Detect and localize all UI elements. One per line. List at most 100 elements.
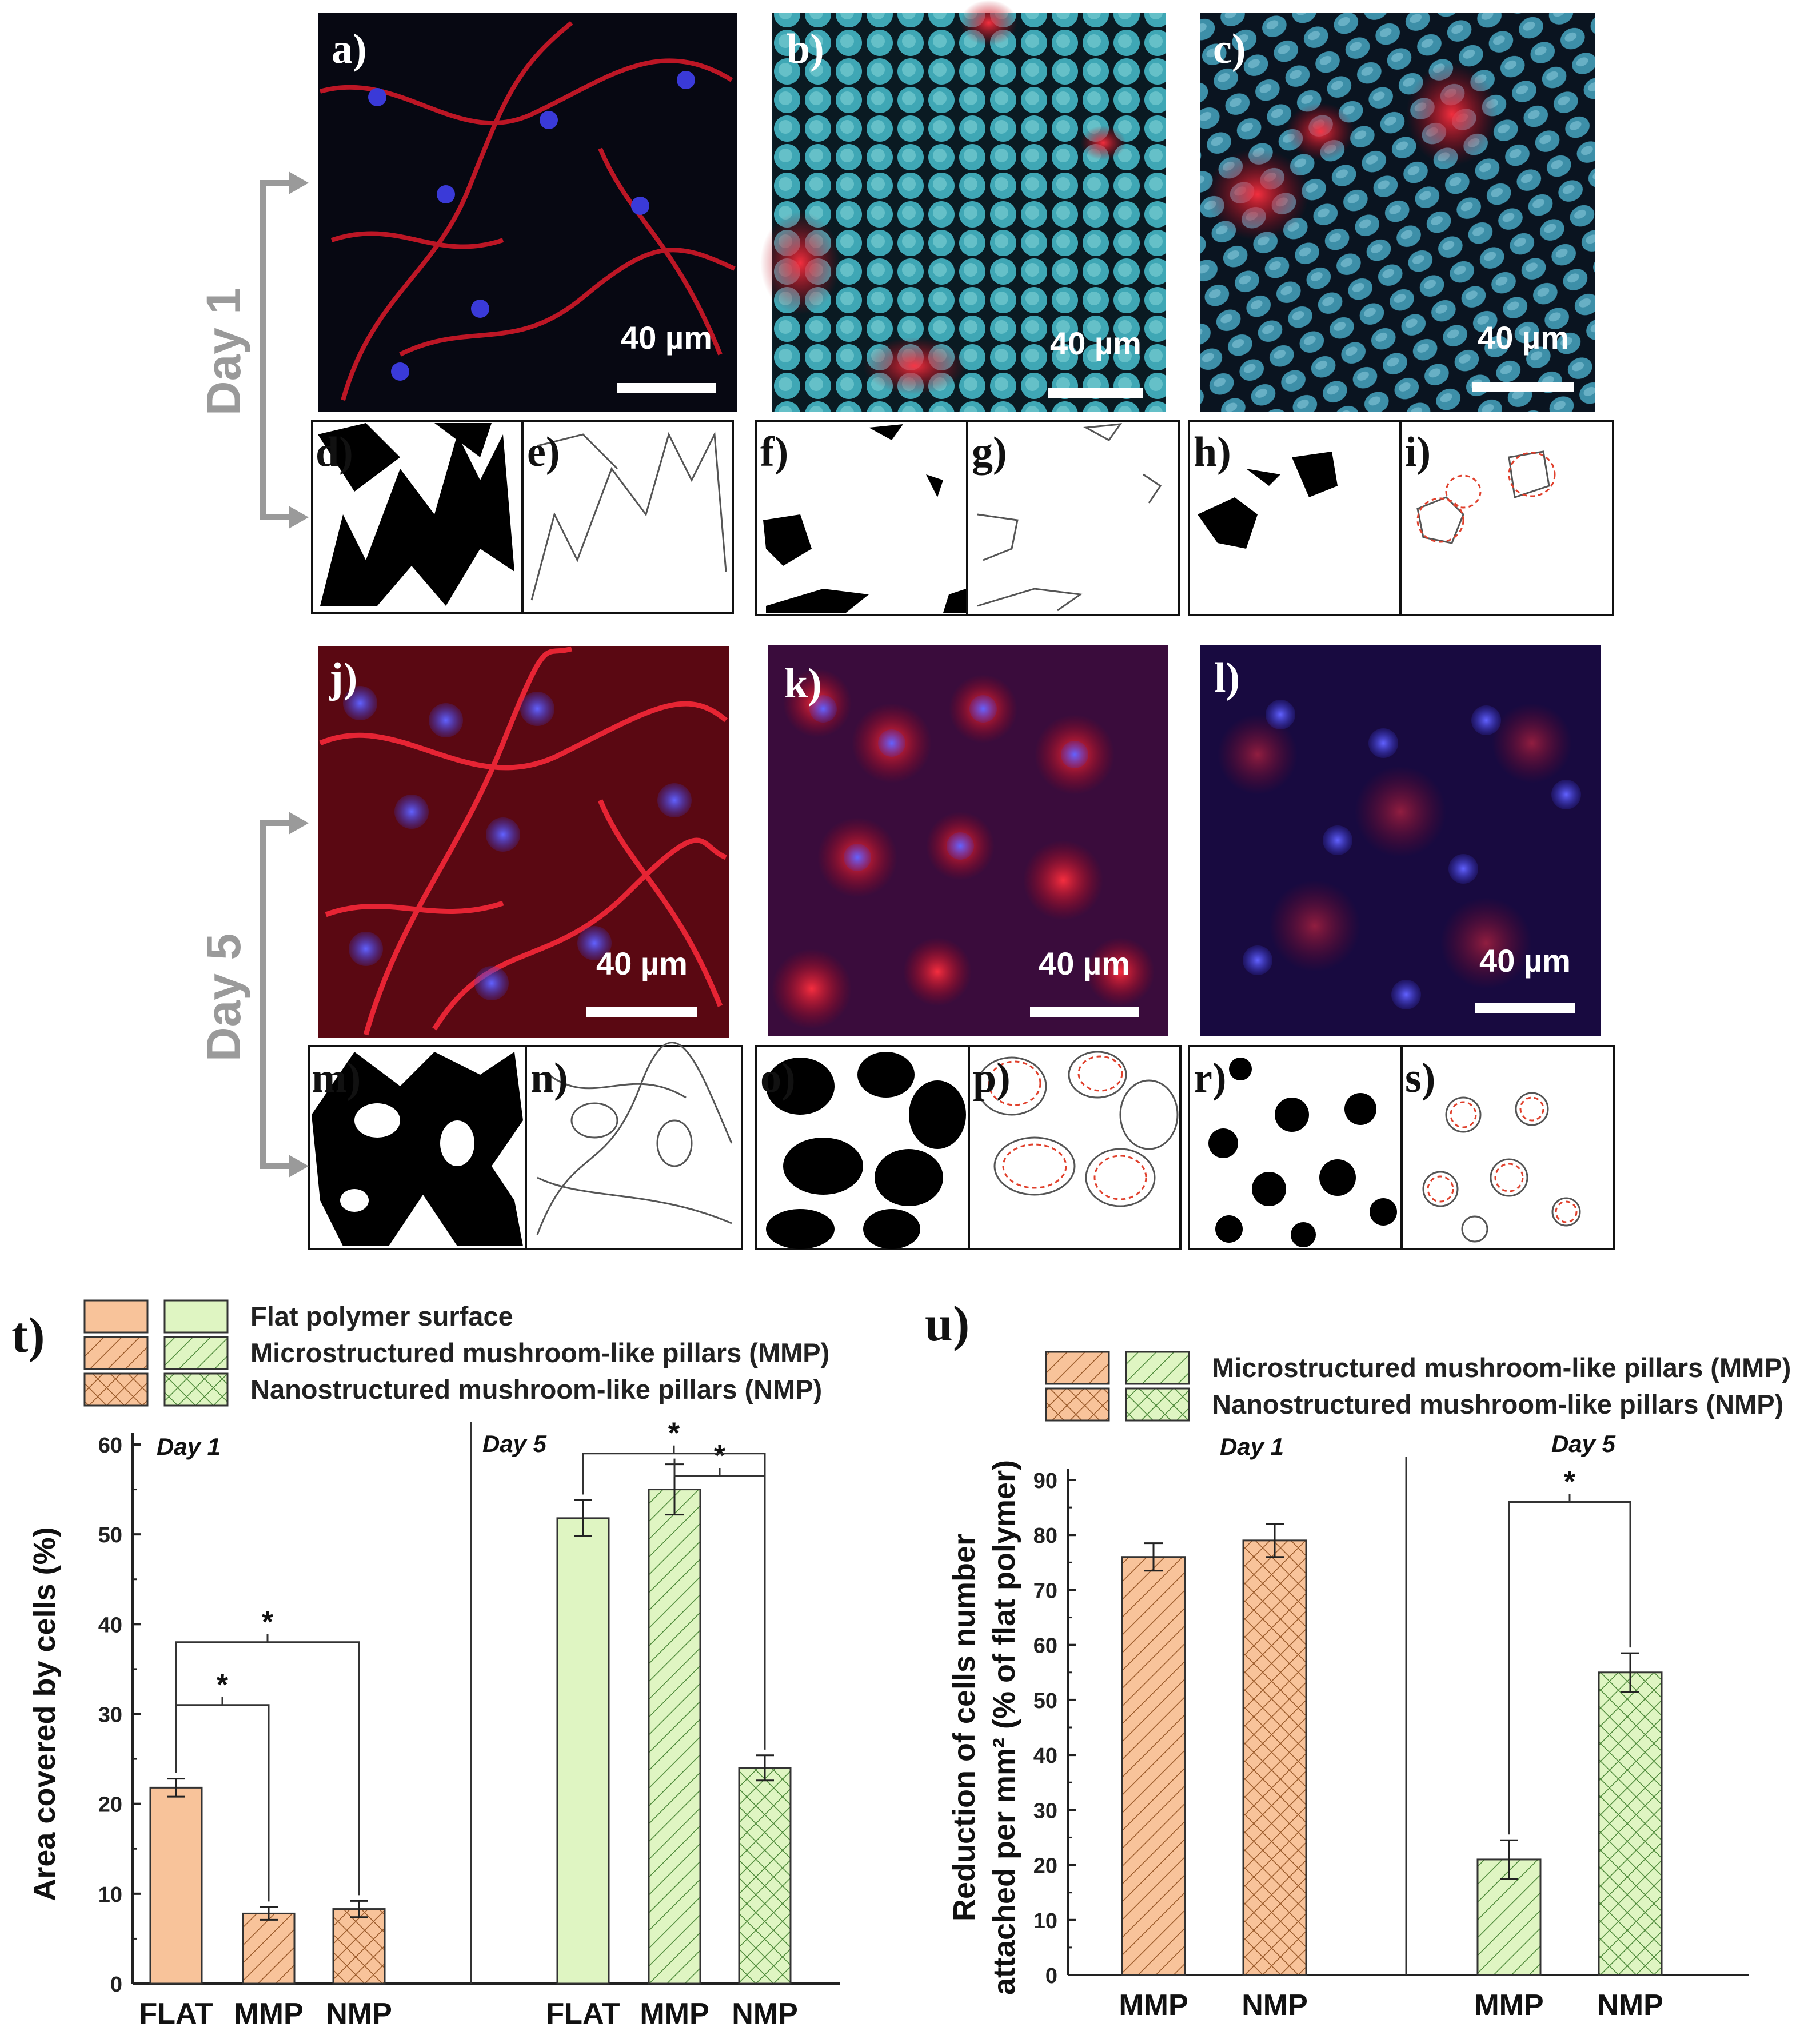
significance-star: * xyxy=(262,1606,274,1639)
y-tick-label: 30 xyxy=(1033,1799,1057,1823)
scale-bar xyxy=(1048,388,1143,398)
significance-star: * xyxy=(217,1669,229,1702)
micrograph-label: l) xyxy=(1214,655,1240,701)
y-tick-label: 10 xyxy=(1033,1909,1057,1933)
bar xyxy=(242,1912,296,1985)
scale-bar-label: 40 µm xyxy=(621,320,712,356)
x-category-label: FLAT xyxy=(546,1997,620,2030)
scale-bar-label: 40 µm xyxy=(1478,320,1569,356)
y-tick-label: 20 xyxy=(1033,1854,1057,1878)
x-category-label: MMP xyxy=(234,1997,303,2030)
y-tick-label: 0 xyxy=(110,1973,122,1997)
group-day-label: Day 5 xyxy=(1551,1430,1616,1457)
y-tick-label: 80 xyxy=(1033,1524,1057,1548)
panel-labels: a) b) c) j) k) l) d) e) f) g) h) i) m) n) o) p) r) s) xyxy=(312,26,1435,1102)
micrograph-b xyxy=(760,0,1166,412)
micrograph-c xyxy=(1200,13,1595,412)
y-tick-label: 30 xyxy=(98,1703,122,1727)
legend-swatch xyxy=(1125,1387,1190,1422)
bar xyxy=(149,1786,203,1985)
y-tick-label: 70 xyxy=(1033,1579,1057,1603)
micrograph-label: j) xyxy=(329,655,357,701)
y-tick-label: 50 xyxy=(98,1523,122,1547)
y-axis-label: Area covered by cells (%) xyxy=(27,1527,62,1901)
scale-bars: 40 µm 40 µm 40 µm 40 µm 40 µm 40 µm xyxy=(586,320,1575,1017)
legend-swatch xyxy=(83,1372,149,1407)
chart-panel-label: u) xyxy=(925,1296,969,1352)
legend-swatch xyxy=(1125,1351,1190,1385)
day1-side-label: Day 1 xyxy=(197,171,309,529)
day5-side-label: Day 5 xyxy=(197,812,309,1178)
scale-bar xyxy=(617,383,716,393)
binary-panel-label: g) xyxy=(972,429,1007,476)
legend-entry: Nanostructured mushroom-like pillars (NM… xyxy=(250,1374,822,1404)
scale-bar xyxy=(1472,382,1574,392)
day1-label: Day 1 xyxy=(197,288,250,416)
bar xyxy=(1598,1671,1663,1976)
group-day-label: Day 5 xyxy=(482,1430,547,1457)
group-day-label: Day 1 xyxy=(157,1433,221,1460)
legend-entry: Microstructured mushroom-like pillars (M… xyxy=(250,1338,829,1368)
micrograph-l xyxy=(1200,645,1601,1036)
micrograph-k xyxy=(768,645,1168,1036)
binary-panel-label: r) xyxy=(1194,1055,1227,1102)
legend-swatch xyxy=(1045,1351,1110,1385)
legend-swatch xyxy=(1045,1387,1110,1422)
binary-panel-label: o) xyxy=(760,1055,796,1102)
bar xyxy=(738,1767,792,1985)
scale-bar-label: 40 µm xyxy=(1479,943,1571,979)
legend-swatch xyxy=(83,1336,149,1370)
significance-star: * xyxy=(1564,1465,1576,1498)
micrograph-j xyxy=(318,646,729,1038)
binary-panel-label: n) xyxy=(530,1055,568,1102)
binary-row-day1 xyxy=(311,420,1614,616)
scale-bar-label: 40 µm xyxy=(596,945,688,981)
bar xyxy=(332,1908,386,1985)
legend-entry: Nanostructured mushroom-like pillars (NM… xyxy=(1212,1389,1783,1419)
x-category-label: MMP xyxy=(1119,1989,1188,2022)
significance-bracket xyxy=(175,1641,360,1896)
y-tick-label: 60 xyxy=(98,1434,122,1458)
x-category-label: NMP xyxy=(732,1997,798,2030)
binary-panel-label: p) xyxy=(973,1055,1011,1102)
micrograph-label: k) xyxy=(784,660,822,707)
bar xyxy=(1121,1556,1186,1976)
legend-swatch xyxy=(163,1299,229,1334)
legend-swatch xyxy=(163,1372,229,1407)
scale-bar xyxy=(1030,1007,1139,1017)
legend-entry: Microstructured mushroom-like pillars (M… xyxy=(1212,1352,1791,1383)
binary-panel-label: m) xyxy=(312,1055,361,1102)
micrograph-label: c) xyxy=(1213,26,1246,73)
chart-panel-label: t) xyxy=(11,1308,45,1363)
y-tick-label: 60 xyxy=(1033,1634,1057,1658)
bar xyxy=(1242,1539,1307,1976)
binary-panel-label: d) xyxy=(316,429,353,476)
significance-bracket xyxy=(1508,1501,1631,1835)
micrograph-a xyxy=(318,13,737,412)
day5-label: Day 5 xyxy=(197,933,250,1062)
y-tick-label: 40 xyxy=(98,1613,122,1637)
legend-swatch xyxy=(163,1336,229,1370)
x-category-label: FLAT xyxy=(139,1997,213,2030)
binary-panel-label: e) xyxy=(527,429,560,476)
y-tick-label: 20 xyxy=(98,1793,122,1817)
y-tick-label: 50 xyxy=(1033,1689,1057,1713)
y-tick-label: 0 xyxy=(1045,1964,1057,1988)
chart-u: u) Microstructured mushroom-like pillars … xyxy=(925,1296,1791,2022)
micrograph-label: a) xyxy=(332,26,367,73)
y-tick-label: 90 xyxy=(1033,1469,1057,1493)
significance-star: * xyxy=(714,1439,726,1473)
bar xyxy=(648,1489,701,1985)
group-day-label: Day 1 xyxy=(1220,1433,1284,1460)
y-axis-label-line2: attached per mm² (% of flat polymer) xyxy=(987,1460,1021,1995)
significance-star: * xyxy=(668,1417,680,1450)
bar xyxy=(556,1517,610,1985)
scale-bar xyxy=(586,1007,697,1017)
y-axis-label-line1: Reduction of cells number xyxy=(947,1534,981,1921)
x-category-label: MMP xyxy=(640,1997,709,2030)
binary-panel-label: i) xyxy=(1405,429,1431,476)
x-category-label: NMP xyxy=(1242,1989,1308,2022)
micrograph-label: b) xyxy=(787,26,824,73)
binary-panel-label: f) xyxy=(760,429,788,476)
